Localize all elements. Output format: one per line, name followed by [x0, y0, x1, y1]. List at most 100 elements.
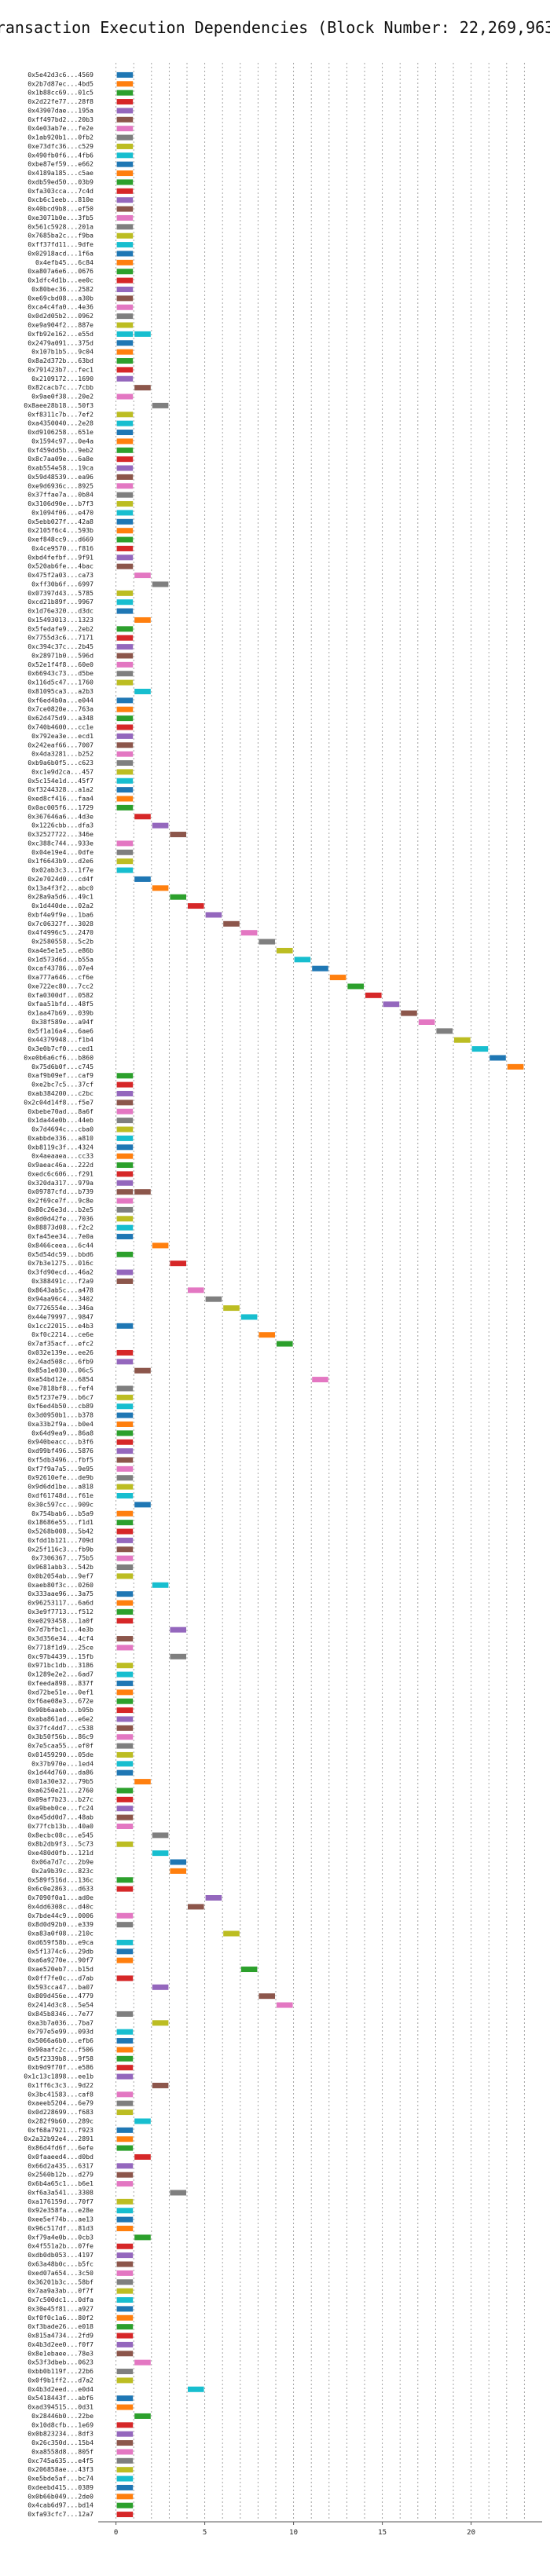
- y-tick-label: 0xfaa51bfd...48f5: [28, 1000, 94, 1008]
- y-tick-label: 0xaba861ad...e6e2: [28, 1714, 94, 1722]
- task-bar: [116, 1912, 134, 1919]
- y-tick-label: 0x4f551a2b...07fe: [28, 2242, 94, 2250]
- bars: [116, 71, 524, 2518]
- y-tick-label: 0x0b823234...8df3: [28, 2430, 94, 2438]
- task-bar: [116, 2314, 134, 2321]
- y-tick-label: 0x1dfc4d1b...ee0c: [28, 276, 94, 284]
- y-tick-label: 0x3bc41583...caf8: [28, 2090, 94, 2098]
- task-bar: [116, 170, 134, 177]
- y-tick-label: 0x04e19e4...0dfe: [31, 848, 94, 856]
- task-bar: [116, 1922, 134, 1928]
- y-tick-label: 0x0f9b1ff2...d7a2: [28, 2376, 94, 2384]
- task-bar: [116, 2297, 134, 2303]
- task-bar: [116, 2324, 134, 2330]
- y-tick-label: 0x7af35acf...efc2: [28, 1340, 94, 1348]
- y-tick-label: 0xae520eb7...b15d: [28, 1965, 94, 1973]
- y-tick-label: 0x5f1374c6...29db: [28, 1947, 94, 1955]
- y-tick-label: 0x13a4f3f2...abc0: [28, 884, 94, 891]
- task-bar: [116, 2333, 134, 2339]
- task-bar: [170, 1859, 186, 1865]
- y-tick-label: 0xa3b7a036...7ba7: [28, 2018, 94, 2026]
- y-tick-label: 0x1cc22015...e4b3: [28, 1322, 94, 1330]
- y-tick-label: 0x02918acd...1f6a: [28, 249, 94, 257]
- y-tick-label: 0xe0293458...1a0f: [28, 1616, 94, 1624]
- y-tick-label: 0x815a4734...2fd9: [28, 2332, 94, 2340]
- y-tick-label: 0xa807a6e6...0676: [28, 267, 94, 275]
- task-bar: [116, 1081, 134, 1088]
- task-bar: [152, 1984, 169, 1990]
- task-bar: [116, 1171, 134, 1177]
- y-tick-label: 0xcd21b89f...9967: [28, 598, 94, 606]
- y-tick-label: 0x15493013...1323: [28, 616, 94, 624]
- y-tick-label: 0xabbde336...a810: [28, 1134, 94, 1142]
- task-bar: [116, 1689, 134, 1696]
- y-tick-label: 0xf5db3496...fbf5: [28, 1455, 94, 1463]
- task-bar: [116, 134, 134, 141]
- y-tick-label: 0x4efb45...6c84: [35, 258, 94, 266]
- y-tick-label: 0xf6a3a541...3308: [28, 2188, 94, 2196]
- y-tick-label: 0x7090f0a1...ad0e: [28, 1894, 94, 1901]
- task-bar: [116, 2038, 134, 2044]
- y-tick-label: 0x4f4996c5...2470: [28, 928, 94, 936]
- task-bar: [116, 71, 134, 78]
- y-tick-label: 0x792ea3e...ecd1: [31, 732, 94, 740]
- task-bar: [240, 1967, 258, 1973]
- y-tick-label: 0x0ac005f6...1729: [28, 803, 94, 811]
- task-bar: [170, 2190, 186, 2196]
- y-tick-label: 0x1f6643b9...d2e6: [28, 857, 94, 865]
- task-bar: [294, 957, 311, 963]
- y-tick-label: 0x36201b3c...58bf: [28, 2278, 94, 2285]
- y-tick-label: 0xc1e9d2ca...457: [31, 767, 94, 775]
- y-tick-label: 0x4cab6d97...bd14: [28, 2501, 94, 2509]
- y-tick-label: 0x4aeaaea...cc33: [31, 1152, 94, 1160]
- y-tick-label: 0x107b1b5...9c04: [31, 348, 94, 356]
- y-tick-label: 0x490fb0f6...4fb6: [28, 151, 94, 159]
- y-tick-label: 0x66943c73...d5be: [28, 669, 94, 677]
- y-tick-label: 0x3e0b7cf0...ced1: [28, 1045, 94, 1052]
- task-bar: [116, 1528, 134, 1535]
- task-bar: [116, 1162, 134, 1169]
- task-bar: [116, 447, 134, 453]
- task-bar: [116, 2109, 134, 2116]
- task-bar: [116, 2341, 134, 2347]
- y-tick-label: 0x2109172...1690: [31, 375, 94, 382]
- task-bar: [116, 1251, 134, 1257]
- y-tick-label: 0x0d2d05b2...0962: [28, 312, 94, 320]
- task-bar: [116, 626, 134, 632]
- task-bar: [116, 1421, 134, 1427]
- task-bar: [116, 474, 134, 480]
- y-tick-label: 0x24ad508c...6fb9: [28, 1357, 94, 1365]
- y-tick-label: 0x2580558...5c2b: [31, 938, 94, 946]
- task-bar: [116, 2484, 134, 2490]
- task-bar: [116, 1135, 134, 1141]
- y-tick-label: 0x7718f1d9...25ce: [28, 1643, 94, 1651]
- y-tick-label: 0x5c154e1d...45f7: [28, 777, 94, 785]
- y-tick-label: 0x791423b7...fec1: [28, 365, 94, 373]
- task-bar: [188, 903, 204, 909]
- y-tick-label: 0xfa93cfc7...12a7: [28, 2510, 94, 2518]
- y-tick-label: 0x5ebb027f...42a8: [28, 518, 94, 525]
- y-tick-label: 0xff37fd11...9dfe: [28, 240, 94, 248]
- y-tick-label: 0x92e358fa...e28e: [28, 2206, 94, 2214]
- y-tick-label: 0xa6250e21...2760: [28, 1786, 94, 1794]
- task-bar: [116, 2181, 134, 2187]
- y-tick-label: 0x44379948...f1b4: [28, 1036, 94, 1044]
- y-tick-label: 0x1d44d760...da86: [28, 1769, 94, 1776]
- y-tick-label: 0x8c7aa09e...6a8e: [28, 455, 94, 463]
- y-tick-label: 0x02ab3c3...1f7e: [31, 866, 94, 874]
- y-tick-label: 0x1d573d6d...b55a: [28, 955, 94, 963]
- y-tick-label: 0xd9106258...651e: [28, 428, 94, 436]
- task-bar: [116, 340, 134, 346]
- task-bar: [116, 1823, 134, 1829]
- task-bar: [116, 2440, 134, 2446]
- y-tick-label: 0x09af7b23...b27c: [28, 1795, 94, 1803]
- task-bar: [116, 1073, 134, 1079]
- y-tick-label: 0xc745a635...e4f5: [28, 2457, 94, 2464]
- task-bar: [116, 2127, 134, 2133]
- task-bar: [116, 1564, 134, 1571]
- task-bar: [116, 188, 134, 194]
- y-tick-label: 0xf79a4e0b...0cb3: [28, 2233, 94, 2241]
- task-bar: [116, 528, 134, 534]
- y-tick-label: 0x82cacb7c...7cbb: [28, 383, 94, 391]
- y-tick-label: 0xa33b2f9a...b0e4: [28, 1420, 94, 1428]
